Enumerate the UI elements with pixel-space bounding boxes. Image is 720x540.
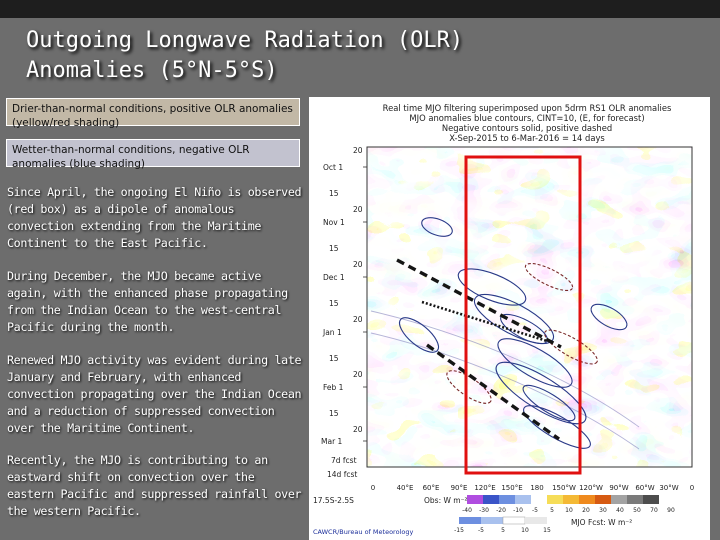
x-tick-label: 150°W: [552, 484, 576, 492]
x-tick-label: 0: [371, 484, 375, 492]
header-line-2: MJO anomalies blue contours, CINT=10, (E…: [409, 113, 644, 123]
x-tick-label: 60°E: [423, 484, 440, 492]
y-tick-label: 15: [329, 299, 339, 308]
legend-wet-box: Wetter-than-normal conditions, negative …: [6, 139, 300, 170]
obs-colorbar: [467, 495, 659, 504]
obs-value: -40: [462, 507, 472, 514]
x-axis-labels: 0 40°E 60°E 90°E 120°E 150°E 180 150°W 1…: [371, 484, 694, 492]
paragraph-december-mjo: During December, the MJO became active a…: [7, 269, 288, 334]
title-line-1: Outgoing Longwave Radiation (OLR): [26, 28, 464, 53]
y-tick-label: 15: [329, 409, 339, 418]
y-small-tick-label: 20: [353, 260, 363, 269]
paragraph-el-nino: Since April, the ongoing El Niño is obse…: [7, 185, 302, 250]
obs-value: 90: [667, 507, 675, 514]
header-line-4: X-Sep-2015 to 6-Mar-2016 = 14 days: [449, 133, 605, 143]
credit-text: CAWCR/Bureau of Meteorology: [313, 528, 413, 536]
slide-title: Outgoing Longwave Radiation (OLR) Anomali…: [26, 26, 586, 86]
y-small-tick-label: 20: [353, 315, 363, 324]
x-tick-label: 60°W: [635, 484, 654, 492]
y-small-tick-label: 20: [353, 146, 363, 155]
obs-colorbar-values: -40 -30 -20 -10 -5 5 10 20 30 40 50 70 9…: [462, 507, 675, 514]
header-line-3: Negative contours solid, positive dashed: [442, 123, 612, 133]
mjo-propagation-lines: [396, 258, 562, 441]
obs-value: 50: [633, 507, 641, 514]
x-tick-label: 90°E: [451, 484, 468, 492]
y-tick-label: 15: [329, 354, 339, 363]
obs-value: -20: [496, 507, 506, 514]
x-tick-label: 0: [690, 484, 694, 492]
y-tick-label: Dec 1: [323, 273, 345, 282]
y-small-tick-label: 20: [353, 205, 363, 214]
y-tick-label: Jan 1: [322, 328, 342, 337]
olr-hovmoller-figure: Real time MJO filtering superimposed upo…: [309, 97, 710, 540]
y-small-tick-label: 20: [353, 425, 363, 434]
obs-value: -10: [513, 507, 523, 514]
legend-dry-box: Drier-than-normal conditions, positive O…: [6, 98, 300, 129]
title-line-2: Anomalies (5°N-5°S): [26, 58, 278, 83]
fcst-value: -15: [454, 527, 464, 534]
olr-anomaly-shading: [367, 147, 692, 467]
fcst-value: 15: [543, 527, 551, 534]
obs-value: 10: [565, 507, 573, 514]
forecast-label-7d: 7d fcst: [331, 456, 357, 465]
mjo-contours: [398, 217, 628, 449]
y-tick-label: 15: [329, 189, 339, 198]
y-tick-label: 15: [329, 244, 339, 253]
x-tick-label: 40°E: [397, 484, 414, 492]
fcst-value: 5: [501, 527, 505, 534]
fcst-colorbar-label: MJO Fcst: W m⁻²: [571, 518, 632, 527]
paragraph-recent-mjo: Recently, the MJO is contributing to an …: [7, 453, 302, 518]
mjo-forecast-bands: [370, 310, 640, 450]
y-tick-label: Mar 1: [321, 437, 343, 446]
obs-value: 70: [650, 507, 658, 514]
fcst-value: -5: [478, 527, 484, 534]
anomaly-field: [367, 147, 692, 467]
x-tick-label: 90°W: [609, 484, 628, 492]
x-tick-label: 120°E: [474, 484, 495, 492]
obs-colorbar-label: Obs: W m⁻²: [424, 496, 468, 505]
y-tick-label: Feb 1: [323, 383, 344, 392]
header-line-1: Real time MJO filtering superimposed upo…: [383, 103, 672, 113]
obs-value: -30: [479, 507, 489, 514]
fcst-value: 10: [521, 527, 529, 534]
y-small-tick-label: 20: [353, 370, 363, 379]
x-tick-label: 150°E: [501, 484, 522, 492]
fcst-colorbar: [459, 516, 547, 525]
obs-value: 30: [599, 507, 607, 514]
y-tick-label: Nov 1: [323, 218, 345, 227]
x-tick-label: 30°W: [659, 484, 678, 492]
obs-value: 40: [616, 507, 624, 514]
fcst-colorbar-values: -15 -5 5 10 15: [454, 527, 551, 534]
top-bar: [0, 0, 720, 18]
plot-frame: [366, 146, 693, 468]
y-tick-label: Oct 1: [323, 163, 343, 172]
obs-value: 5: [550, 507, 554, 514]
latitude-range-label: 17.5S-2.5S: [313, 496, 354, 505]
obs-value: -5: [532, 507, 538, 514]
x-tick-label: 180: [530, 484, 543, 492]
forecast-label-14d: 14d fcst: [327, 470, 357, 479]
colorbar-section: 17.5S-2.5S Obs: W m⁻² -40 -30 -20: [313, 495, 675, 536]
paragraph-renewed-mjo: Renewed MJO activity was evident during …: [7, 353, 302, 435]
obs-value: 20: [582, 507, 590, 514]
el-nino-box: [464, 155, 582, 475]
y-axis-labels: Oct 1 15 Nov 1 15 Dec 1 15 Jan 1 15 Feb …: [321, 146, 363, 479]
y-axis-ticks: [363, 166, 367, 442]
figure-header: Real time MJO filtering superimposed upo…: [383, 103, 672, 143]
hovmoller-plot: Real time MJO filtering superimposed upo…: [313, 103, 694, 536]
x-tick-label: 120°W: [579, 484, 603, 492]
